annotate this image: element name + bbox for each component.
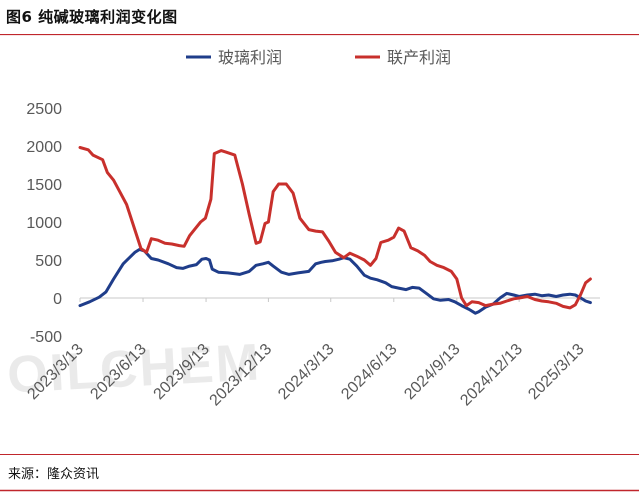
legend-label-1: 玻璃利润 [218,48,282,67]
y-axis: -500 0 500 1000 1500 2000 2500 [26,101,62,346]
x-tick-label: 2024/6/13 [338,341,400,403]
y-tick-label: -500 [30,329,62,346]
y-tick-label: 2000 [26,139,62,156]
x-tick-label: 2024/3/13 [275,341,337,403]
source-text: 来源：隆众资讯 [8,467,100,482]
x-tick-label: 2024/9/13 [401,341,463,403]
legend-label-2: 联产利润 [387,48,451,67]
y-tick-label: 2500 [26,101,62,118]
chart: 玻璃利润 联产利润 OILCHEM -500 0 500 1000 1500 2000 250… [0,34,639,410]
y-tick-label: 0 [53,291,62,308]
series-line-1 [78,247,592,315]
source-bar: 来源：隆众资讯 [0,454,639,492]
y-tick-label: 1000 [26,215,62,232]
legend: 玻璃利润 联产利润 [186,48,451,67]
x-tick-label: 2025/3/13 [525,341,587,403]
page-title: 图6 纯碱玻璃利润变化图 [6,8,178,26]
source-dividers [0,454,639,492]
y-tick-label: 500 [35,253,62,270]
plot-area [78,146,592,315]
x-tick-label: 2024/12/13 [457,341,526,410]
series-line-2 [78,146,592,310]
y-tick-label: 1500 [26,177,62,194]
title-bar: 图6 纯碱玻璃利润变化图 [0,0,639,34]
watermark: OILCHEM [6,333,262,404]
